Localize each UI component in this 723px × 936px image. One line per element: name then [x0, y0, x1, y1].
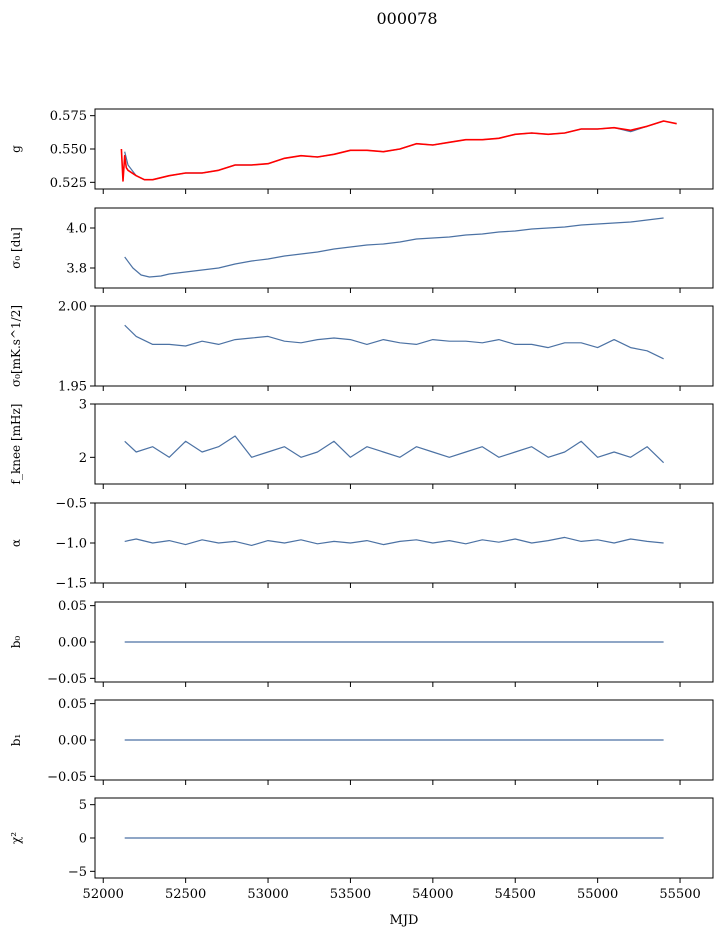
y-tick-label: 4.0 — [66, 222, 87, 237]
y-axis-label: σ₀[mK.s^1/2] — [9, 305, 23, 387]
panel-7: −0.05 0.00 0.05 b₁ — [9, 697, 714, 785]
y-tick-label: 0.00 — [58, 734, 87, 749]
series-line-2 — [120, 120, 677, 182]
series-line-1 — [124, 536, 664, 547]
panel-6: −0.05 0.00 0.05 b₀ — [9, 599, 714, 687]
x-tick-label: 53000 — [247, 887, 288, 902]
y-axis-label: b₀ — [9, 636, 23, 649]
axes-frame — [94, 108, 714, 190]
y-tick-label: 0.05 — [58, 697, 87, 712]
x-tick-label: 55000 — [577, 887, 618, 902]
y-tick-label: 3.8 — [66, 262, 87, 277]
axes-frame — [94, 502, 714, 584]
x-tick-label: 52000 — [83, 887, 124, 902]
series-line-1 — [124, 217, 664, 278]
y-axis-label: χ² — [9, 832, 23, 844]
x-tick-label: 52500 — [165, 887, 206, 902]
y-tick-label: 0.550 — [50, 143, 87, 158]
y-axis-label: f_knee [mHz] — [9, 404, 23, 485]
y-tick-label: 0.00 — [58, 636, 87, 651]
figure-title: 000078 — [376, 9, 437, 28]
x-tick-label: 54000 — [412, 887, 453, 902]
y-tick-label: 2.00 — [58, 300, 87, 315]
panel-8: −5 0 5 52000 52500 53000 53500 54000 54500 55000 5… — [9, 797, 714, 902]
y-tick-label: 5 — [79, 798, 87, 813]
axes-frame — [94, 403, 714, 485]
y-tick-label: 0.05 — [58, 599, 87, 614]
panel-1: 0.525 0.550 0.575 g — [9, 108, 714, 194]
series-line-1 — [124, 435, 665, 464]
x-tick-label: 53500 — [330, 887, 371, 902]
x-axis-label: MJD — [390, 913, 419, 928]
axes-frame — [94, 305, 714, 387]
y-tick-label: −0.5 — [55, 497, 87, 512]
panel-5: −1.5 −1.0 −0.5 α — [9, 497, 714, 592]
panels: 0.525 0.550 0.575 g 3.8 4.0 σ₀ [du] 1.95 2.00 σ₀[… — [9, 108, 714, 902]
y-tick-label: −0.05 — [47, 672, 87, 687]
series-line-1 — [124, 324, 664, 360]
axes-frame — [94, 207, 714, 289]
y-axis-label: σ₀ [du] — [9, 227, 23, 269]
y-tick-label: 0.525 — [50, 176, 87, 191]
y-axis-label: b₁ — [9, 734, 23, 747]
y-tick-label: 0.575 — [50, 109, 87, 124]
y-tick-label: 3 — [79, 398, 87, 413]
y-axis-label: g — [9, 145, 23, 153]
panel-3: 1.95 2.00 σ₀[mK.s^1/2] — [9, 300, 714, 395]
y-tick-label: −5 — [68, 865, 87, 880]
x-tick-label: 54500 — [495, 887, 536, 902]
y-tick-label: −0.05 — [47, 770, 87, 785]
panel-4: 2 3 f_knee [mHz] — [9, 398, 714, 489]
panel-2: 3.8 4.0 σ₀ [du] — [9, 207, 714, 293]
y-tick-label: −1.0 — [55, 537, 87, 552]
x-tick-label: 55500 — [659, 887, 700, 902]
y-tick-label: 1.95 — [58, 380, 87, 395]
y-tick-label: −1.5 — [55, 577, 87, 592]
y-tick-label: 2 — [79, 451, 87, 466]
y-axis-label: α — [9, 539, 23, 547]
y-tick-label: 0 — [79, 832, 87, 847]
